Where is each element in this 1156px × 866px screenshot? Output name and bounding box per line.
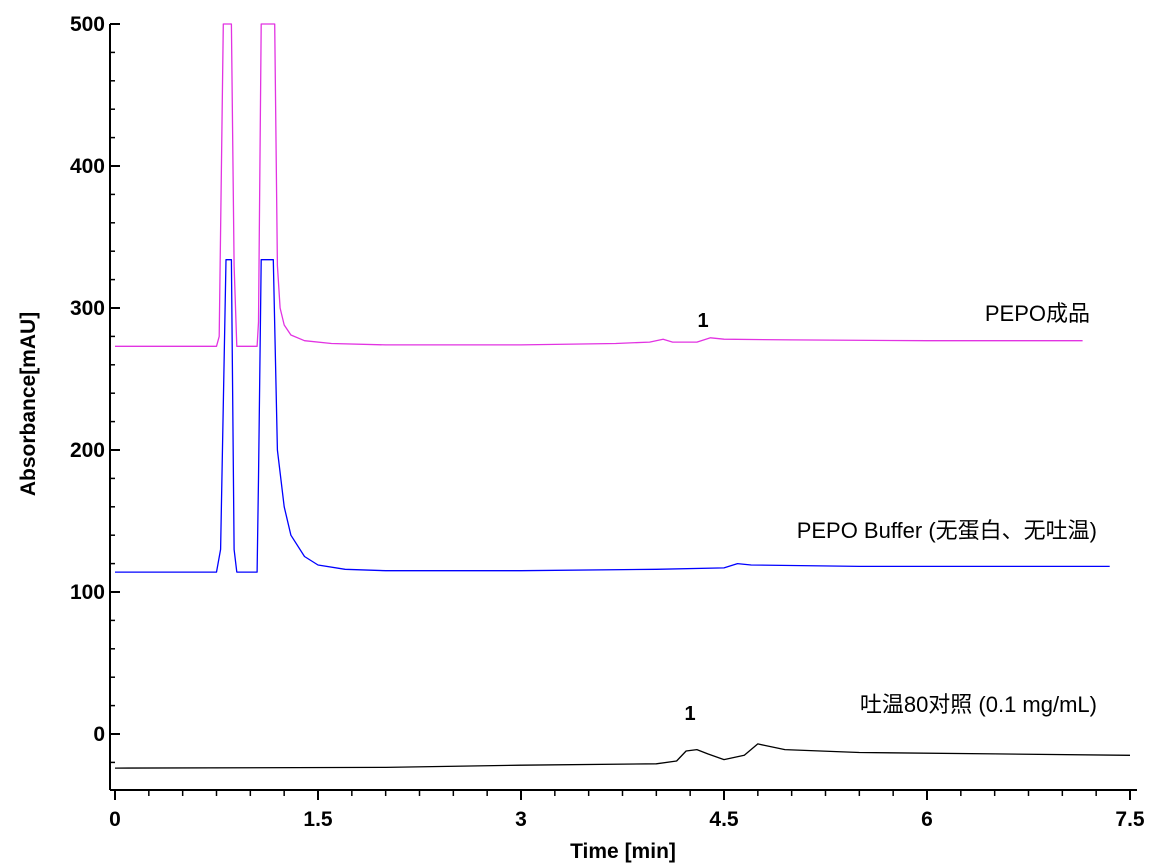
labels-layer: PEPO成品 PEPO Buffer (无蛋白、无吐温) 吐温80对照 (0.1…: [684, 301, 1097, 725]
series-label-tween80-control: 吐温80对照 (0.1 mg/mL): [860, 692, 1097, 717]
peak-label-1-top: 1: [697, 310, 708, 332]
x-axis-title: Time [min]: [570, 840, 676, 863]
x-tick-label: 3: [515, 808, 527, 831]
series-layer: [114, 23, 1131, 769]
y-tick-label: 100: [70, 581, 105, 604]
y-axis-title: Absorbance[mAU]: [17, 312, 40, 496]
series-line-0: [115, 23, 1083, 347]
y-tick-label: 300: [70, 297, 105, 320]
series-line-1: [115, 259, 1110, 573]
x-tick-label: 6: [921, 808, 933, 831]
y-tick-label: 400: [70, 155, 105, 178]
peak-label-1-bottom: 1: [684, 703, 695, 725]
x-tick-label: 0: [109, 808, 121, 831]
x-tick-label: 7.5: [1115, 808, 1145, 831]
series-label-pepo-buffer: PEPO Buffer (无蛋白、无吐温): [797, 518, 1097, 543]
axes: 0 100 200 300 400 500 0 1.5 3 4.5 6 7.5: [70, 13, 1145, 831]
y-tick-label: 0: [93, 723, 105, 746]
y-tick-label: 200: [70, 439, 105, 462]
x-tick-label: 1.5: [303, 808, 333, 831]
series-line-2: [114, 743, 1131, 769]
y-tick-label: 500: [70, 13, 105, 36]
series-label-pepo-product: PEPO成品: [985, 301, 1090, 326]
x-tick-label: 4.5: [709, 808, 739, 831]
